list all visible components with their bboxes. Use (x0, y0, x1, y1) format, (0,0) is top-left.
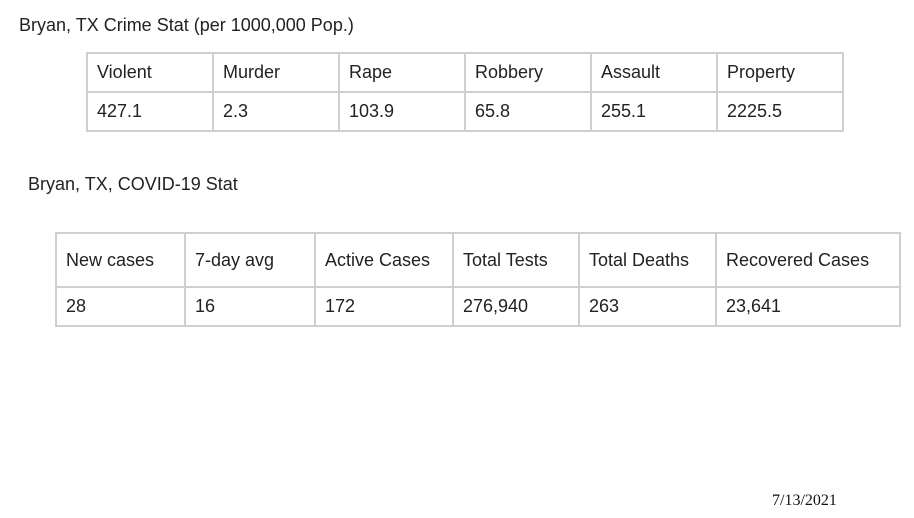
table-header-cell: Rape (338, 52, 466, 93)
table-cell: 427.1 (86, 91, 214, 132)
table-header-cell: Recovered Cases (715, 232, 901, 288)
table-header-cell: Robbery (464, 52, 592, 93)
table-header-cell: Assault (590, 52, 718, 93)
date-stamp: 7/13/2021 (772, 492, 837, 509)
table-cell: 255.1 (590, 91, 718, 132)
table-cell: 2.3 (212, 91, 340, 132)
covid-stat-table: New cases 7-day avg Active Cases Total T… (55, 232, 901, 327)
table-cell: 276,940 (452, 286, 580, 327)
table-header-cell: New cases (55, 232, 186, 288)
table-cell: 263 (578, 286, 717, 327)
table-cell: 65.8 (464, 91, 592, 132)
table-header-cell: Total Tests (452, 232, 580, 288)
table-cell: 103.9 (338, 91, 466, 132)
table-header-row: Violent Murder Rape Robbery Assault Prop… (86, 52, 844, 93)
table-cell: 2225.5 (716, 91, 844, 132)
table-header-row: New cases 7-day avg Active Cases Total T… (55, 232, 901, 288)
table-header-cell: 7-day avg (184, 232, 316, 288)
table-cell: 28 (55, 286, 186, 327)
covid-stat-title: Bryan, TX, COVID-19 Stat (28, 174, 238, 194)
crime-stat-title: Bryan, TX Crime Stat (per 1000,000 Pop.) (19, 15, 354, 35)
table-header-cell: Active Cases (314, 232, 454, 288)
table-header-cell: Violent (86, 52, 214, 93)
table-cell: 172 (314, 286, 454, 327)
table-cell: 16 (184, 286, 316, 327)
crime-stat-table: Violent Murder Rape Robbery Assault Prop… (86, 52, 844, 132)
table-header-cell: Total Deaths (578, 232, 717, 288)
table-cell: 23,641 (715, 286, 901, 327)
table-header-cell: Murder (212, 52, 340, 93)
table-row: 28 16 172 276,940 263 23,641 (55, 286, 901, 327)
table-row: 427.1 2.3 103.9 65.8 255.1 2225.5 (86, 91, 844, 132)
table-header-cell: Property (716, 52, 844, 93)
